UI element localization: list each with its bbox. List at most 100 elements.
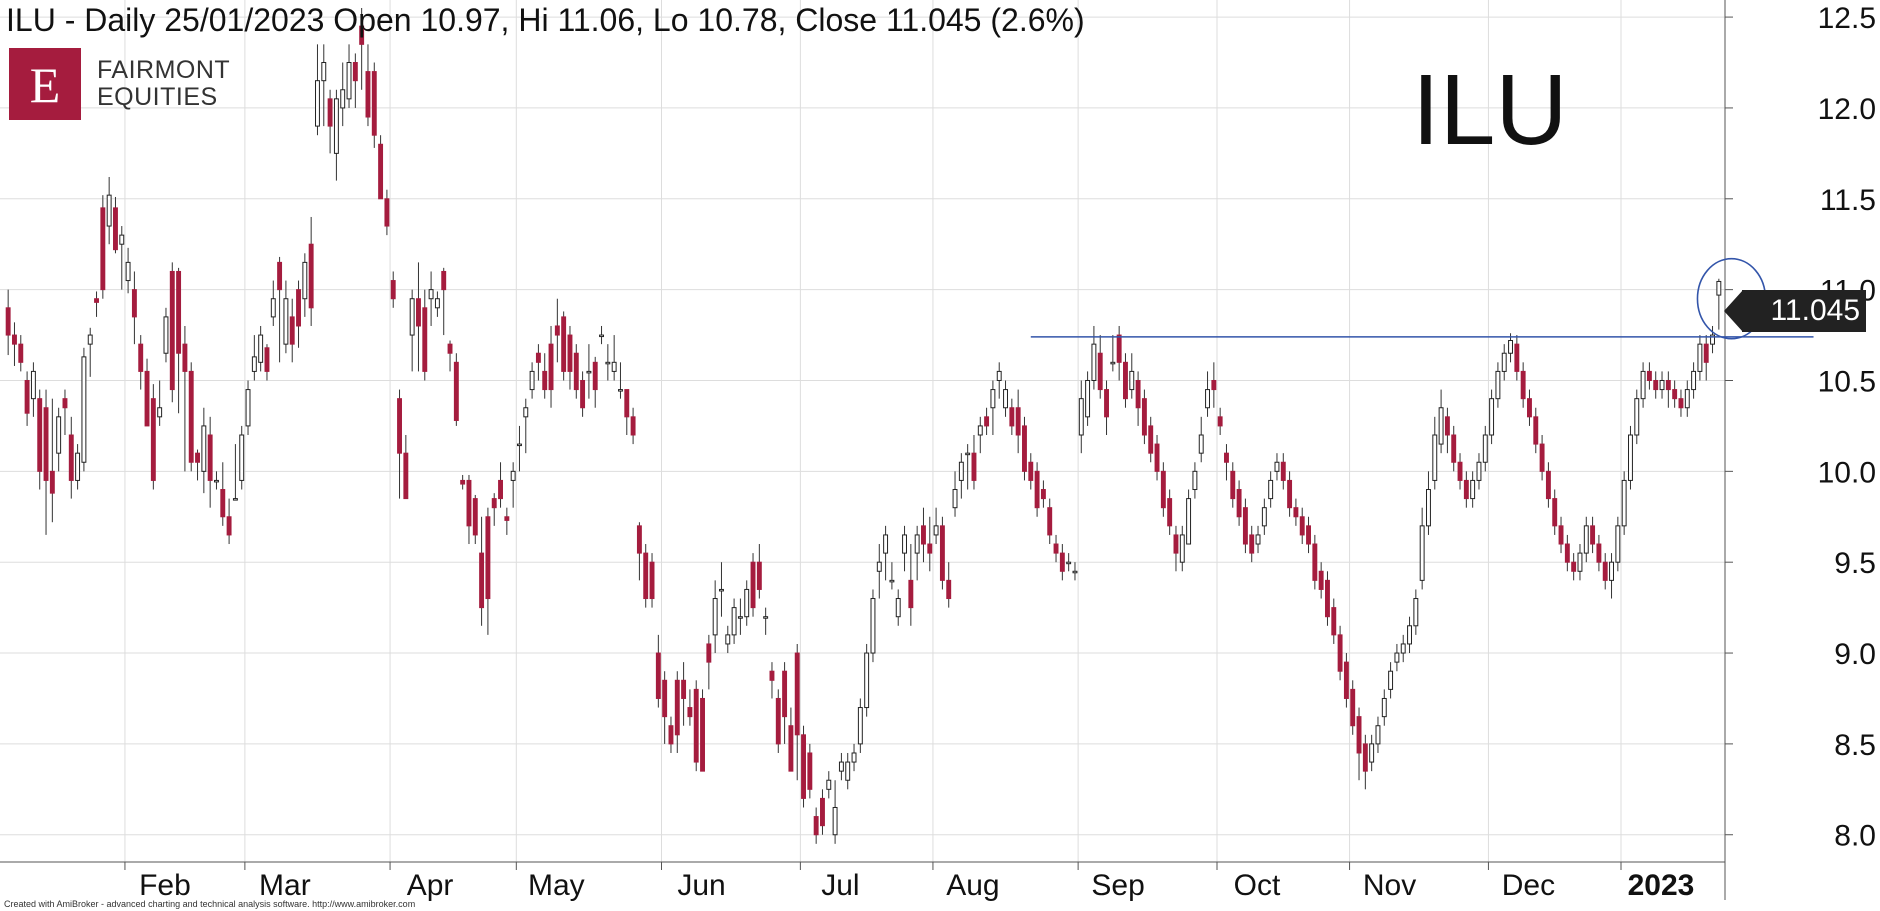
y-tick-label: 8.5	[1834, 729, 1876, 762]
candle-body	[491, 498, 497, 509]
candle-body	[176, 270, 182, 354]
candle-body	[889, 579, 895, 583]
candle-body	[460, 479, 466, 485]
candle-body	[113, 207, 118, 251]
candle-body	[1072, 570, 1078, 574]
candle-body	[914, 534, 920, 554]
candle-body	[826, 779, 832, 790]
candle-body	[1684, 389, 1690, 409]
candle-body	[1665, 379, 1671, 391]
candle-body	[270, 298, 276, 318]
candle-body	[1413, 598, 1419, 627]
candle-body	[529, 370, 535, 391]
candle-body	[1583, 525, 1589, 554]
candle-body	[1205, 389, 1210, 409]
candle-body	[333, 98, 339, 154]
candle-body	[517, 443, 522, 447]
candle-body	[870, 598, 876, 654]
candle-body	[1211, 379, 1217, 391]
candle-body	[56, 416, 62, 454]
candle-body	[580, 379, 586, 409]
candle-body	[939, 525, 945, 581]
candle-body	[94, 298, 99, 303]
candle-body	[1501, 352, 1507, 372]
candle-body	[946, 579, 952, 600]
candle-body	[750, 561, 756, 609]
candle-body	[1078, 398, 1084, 436]
candle-body	[1091, 343, 1097, 381]
candle-body	[201, 425, 207, 472]
candle-body	[857, 707, 863, 745]
candle-body	[1097, 352, 1103, 391]
candle-body	[952, 489, 958, 509]
candle-body	[1520, 370, 1526, 400]
candle-body	[1255, 534, 1261, 545]
candle-body	[624, 389, 630, 418]
y-tick-label: 8.0	[1834, 820, 1876, 853]
candle-body	[1470, 479, 1476, 500]
y-tick-label: 10.0	[1818, 456, 1876, 489]
x-tick-label: Feb	[139, 869, 191, 902]
candle-body	[1545, 470, 1551, 500]
candle-body	[1463, 479, 1469, 500]
candle-body	[1047, 507, 1053, 536]
candle-body	[1173, 534, 1179, 554]
candle-body	[258, 334, 264, 363]
candle-body	[100, 207, 106, 291]
candle-body	[1148, 425, 1154, 454]
candle-body	[49, 470, 55, 494]
candle-body	[207, 434, 213, 481]
candle-body	[24, 379, 30, 414]
candle-body	[264, 347, 270, 372]
candle-body	[687, 707, 693, 718]
candle-body	[1394, 652, 1400, 663]
candle-body	[1438, 407, 1444, 445]
candle-body	[984, 416, 990, 427]
candle-body	[1230, 470, 1236, 500]
candle-body	[1306, 525, 1311, 545]
candle-body	[5, 307, 11, 336]
candle-body	[1268, 479, 1274, 500]
candle-body	[1672, 389, 1678, 400]
candle-body	[62, 398, 68, 409]
candle-body	[618, 389, 623, 392]
candle-body	[434, 298, 440, 309]
candle-body	[378, 143, 384, 200]
candle-body	[1040, 489, 1046, 500]
candle-body	[220, 489, 226, 518]
candle-body	[1015, 407, 1021, 436]
fairmont-logo-text: FAIRMONT EQUITIES	[97, 57, 230, 111]
candle-body	[655, 652, 661, 699]
candle-body	[485, 516, 491, 600]
candle-body	[1003, 389, 1008, 409]
candle-body	[188, 370, 194, 463]
candle-body	[498, 479, 503, 500]
candle-body	[1697, 343, 1703, 372]
candle-body	[744, 588, 750, 618]
candle-body	[1621, 479, 1627, 527]
candle-body	[1388, 670, 1394, 690]
candle-body	[1375, 725, 1381, 745]
x-tick-label: May	[528, 869, 585, 902]
x-tick-label: Jul	[821, 869, 859, 902]
candle-body	[144, 370, 150, 427]
candle-body	[239, 434, 245, 481]
candle-body	[1274, 461, 1280, 472]
candle-body	[447, 343, 453, 354]
candle-body	[1571, 561, 1577, 572]
candle-body	[479, 552, 485, 609]
candle-body	[251, 356, 257, 372]
candle-body	[1596, 543, 1602, 563]
candle-body	[397, 398, 402, 454]
candle-body	[1085, 379, 1091, 418]
candle-body	[706, 643, 712, 663]
candle-body	[1640, 370, 1646, 400]
y-tick-label: 12.0	[1818, 93, 1876, 126]
candle-body	[1564, 543, 1570, 563]
candle-body	[782, 670, 788, 718]
candle-body	[996, 370, 1002, 381]
candle-body	[302, 261, 308, 300]
candle-body	[548, 343, 554, 391]
candle-body	[1400, 643, 1406, 654]
candle-body	[1476, 461, 1482, 481]
